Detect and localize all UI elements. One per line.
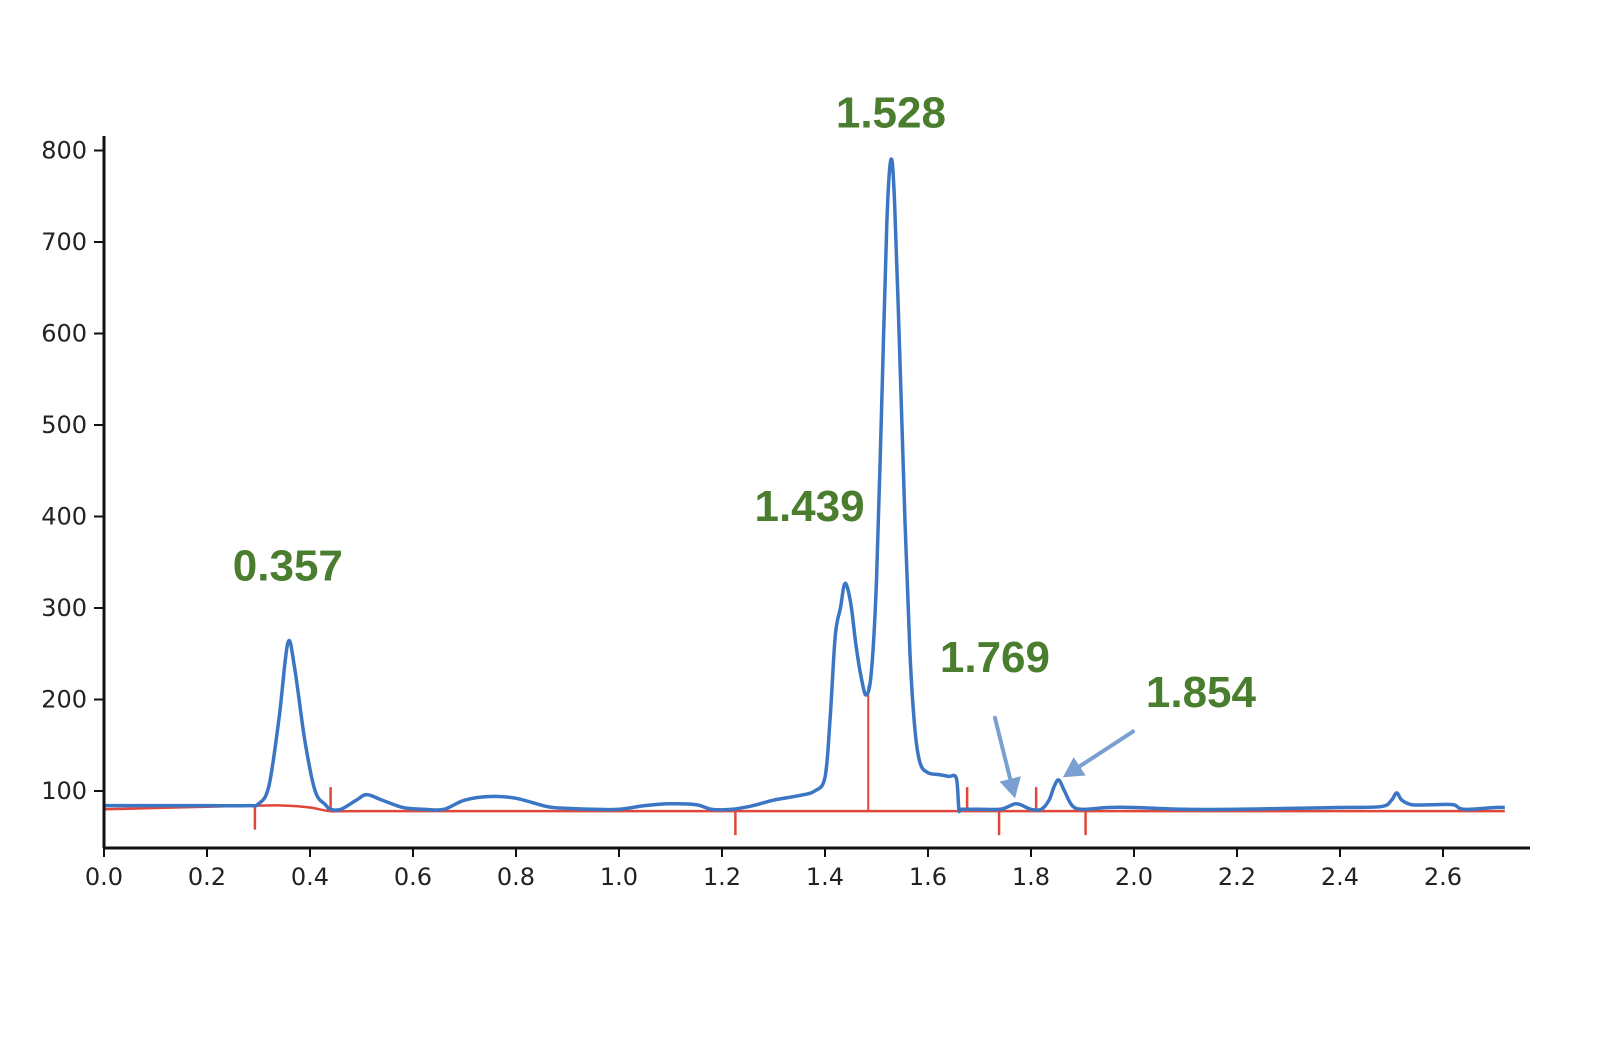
arrow-shaft [995,718,1010,779]
y-tick-label: 500 [41,411,87,439]
y-tick-label: 800 [41,137,87,165]
arrow-shaft [1080,732,1133,767]
x-tick-label: 1.0 [600,863,638,891]
arrow-head [1000,776,1021,798]
x-tick-label: 1.2 [703,863,741,891]
y-tick-label: 100 [41,777,87,805]
y-tick-label: 600 [41,320,87,348]
y-tick-label: 400 [41,503,87,531]
peak-label: 1.439 [754,482,864,531]
peak-label: 1.854 [1146,668,1257,717]
x-tick-label: 0.0 [85,863,123,891]
x-tick-label: 0.6 [394,863,432,891]
y-tick-label: 200 [41,686,87,714]
x-tick-label: 2.0 [1115,863,1153,891]
integration-markers [255,686,1086,835]
peak-label: 1.528 [836,89,946,138]
x-tick-label: 0.8 [497,863,535,891]
x-tick-label: 2.6 [1424,863,1462,891]
peak-label: 0.357 [233,542,343,591]
x-tick-label: 0.2 [188,863,226,891]
y-tick-label: 700 [41,228,87,256]
x-tick-label: 0.4 [291,863,329,891]
x-tick-label: 2.2 [1218,863,1256,891]
y-tick-label: 300 [41,594,87,622]
x-tick-label: 2.4 [1321,863,1359,891]
x-tick-label: 1.4 [806,863,844,891]
x-tick-label: 1.8 [1012,863,1050,891]
peak-labels: 0.357 1.439 1.528 1.769 1.854 [233,89,1257,799]
arrow-head [1063,757,1086,777]
peak-label: 1.769 [940,633,1050,682]
x-tick-label: 1.6 [909,863,947,891]
